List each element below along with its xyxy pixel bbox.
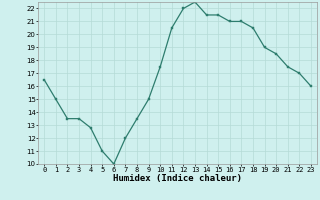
X-axis label: Humidex (Indice chaleur): Humidex (Indice chaleur) — [113, 174, 242, 183]
